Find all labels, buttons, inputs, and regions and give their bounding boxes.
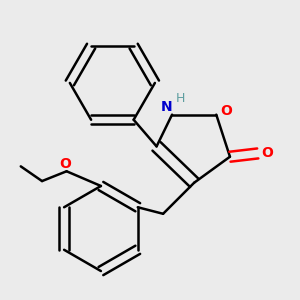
- Text: O: O: [59, 157, 71, 171]
- Text: O: O: [220, 104, 232, 118]
- Text: H: H: [176, 92, 185, 106]
- Text: N: N: [160, 100, 172, 115]
- Text: O: O: [261, 146, 273, 161]
